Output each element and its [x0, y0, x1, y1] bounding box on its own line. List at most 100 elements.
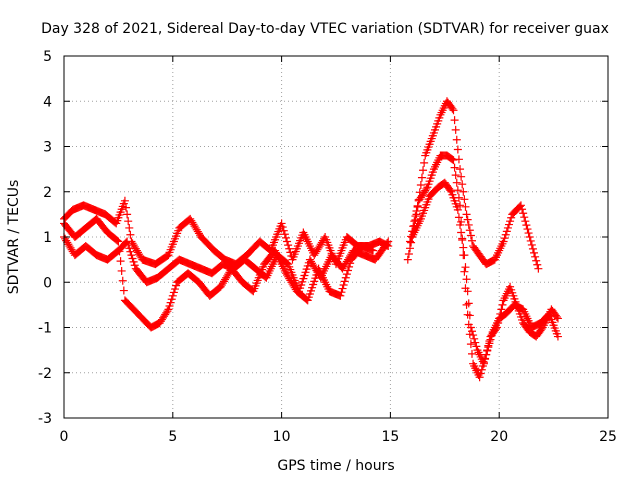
data-point-marker [336, 291, 345, 300]
data-point-marker [124, 217, 133, 226]
data-point-marker [462, 300, 471, 309]
data-point-marker [524, 229, 533, 238]
data-point-marker [528, 244, 537, 253]
data-point-marker [454, 213, 463, 222]
data-point-marker [127, 251, 136, 260]
data-point-marker [534, 264, 543, 273]
data-point-marker [164, 305, 173, 314]
data-point-marker [497, 305, 506, 314]
data-point-marker [484, 341, 493, 350]
data-point-marker [463, 287, 472, 296]
data-point-marker [460, 195, 469, 204]
data-point-marker [466, 323, 475, 332]
y-tick-label: 0 [43, 275, 52, 291]
data-point-marker [283, 237, 292, 246]
data-point-marker [342, 270, 351, 279]
data-point-marker [285, 244, 294, 253]
data-point-marker [126, 247, 135, 256]
data-point-marker [494, 318, 503, 327]
data-point-marker [166, 298, 175, 307]
data-point-marker [532, 256, 541, 265]
data-point-marker [281, 233, 290, 242]
data-point-marker [464, 299, 473, 308]
data-point-marker [168, 291, 177, 300]
data-point-marker [115, 247, 124, 256]
data-point-marker [526, 236, 535, 245]
data-point-marker [464, 220, 473, 229]
data-point-marker [523, 225, 532, 234]
data-point-marker [466, 231, 475, 240]
data-point-marker [125, 244, 134, 253]
data-point-marker [453, 186, 462, 195]
data-point-marker [404, 249, 413, 258]
data-point-marker [419, 166, 428, 175]
data-point-marker [506, 217, 515, 226]
x-tick-labels: 0 5 10 15 20 25 [60, 429, 617, 445]
data-point-marker [453, 205, 462, 214]
data-point-marker [485, 337, 494, 346]
x-tick-label: 0 [60, 429, 69, 445]
x-tick-label: 10 [273, 429, 291, 445]
data-point-marker [461, 263, 470, 272]
data-point-marker [346, 259, 355, 268]
data-point-marker [462, 210, 471, 219]
data-point-marker [519, 209, 528, 218]
data-point-marker [463, 310, 472, 319]
data-point-marker [449, 106, 458, 115]
data-point-marker [451, 125, 460, 134]
data-points [60, 97, 562, 382]
y-tick-label: 3 [43, 140, 52, 156]
data-point-marker [520, 213, 529, 222]
series-track-d [403, 97, 543, 273]
data-point-marker [498, 300, 507, 309]
data-point-marker [170, 285, 179, 294]
data-point-marker [457, 172, 466, 181]
data-point-marker [518, 205, 527, 214]
data-point-marker [468, 349, 476, 358]
data-point-marker [466, 340, 475, 349]
data-point-marker [471, 338, 480, 347]
data-point-marker [117, 266, 126, 275]
data-point-marker [469, 331, 478, 340]
data-point-marker [450, 116, 459, 125]
data-point-marker [553, 314, 562, 323]
x-axis-label: GPS time / hours [277, 458, 394, 474]
data-point-marker [522, 221, 531, 230]
x-tick-label: 5 [168, 429, 177, 445]
data-point-marker [337, 288, 346, 297]
data-point-marker [448, 155, 457, 164]
data-point-marker [405, 244, 414, 253]
data-point-marker [345, 262, 354, 271]
data-point-marker [128, 254, 137, 263]
data-point-marker [279, 226, 288, 235]
data-point-marker [481, 355, 490, 364]
data-point-marker [477, 365, 486, 374]
data-point-marker [465, 311, 474, 320]
series-track-a [60, 196, 393, 269]
data-point-marker [165, 302, 174, 311]
data-point-marker [456, 165, 465, 174]
data-point-marker [552, 312, 561, 321]
data-point-marker [491, 325, 500, 334]
data-point-marker [163, 307, 172, 316]
data-point-marker [483, 346, 492, 355]
x-tick-label: 20 [490, 429, 508, 445]
data-point-marker [525, 233, 534, 241]
data-point-marker [495, 314, 504, 323]
data-point-marker [479, 359, 488, 368]
y-tick-labels: -3 -2 -1 0 1 2 3 4 5 [38, 49, 52, 427]
data-point-marker [459, 187, 468, 196]
data-point-marker [412, 206, 421, 215]
x-tick-label: 25 [599, 429, 617, 445]
grid-lines [64, 56, 608, 418]
data-point-marker [368, 246, 377, 255]
data-point-marker [452, 135, 461, 144]
y-tick-label: 1 [43, 230, 52, 246]
data-point-marker [457, 228, 466, 237]
data-point-marker [458, 236, 467, 245]
data-point-marker [493, 323, 502, 332]
data-point-marker [452, 178, 461, 187]
data-point-marker [501, 230, 510, 239]
data-point-marker [476, 369, 485, 378]
